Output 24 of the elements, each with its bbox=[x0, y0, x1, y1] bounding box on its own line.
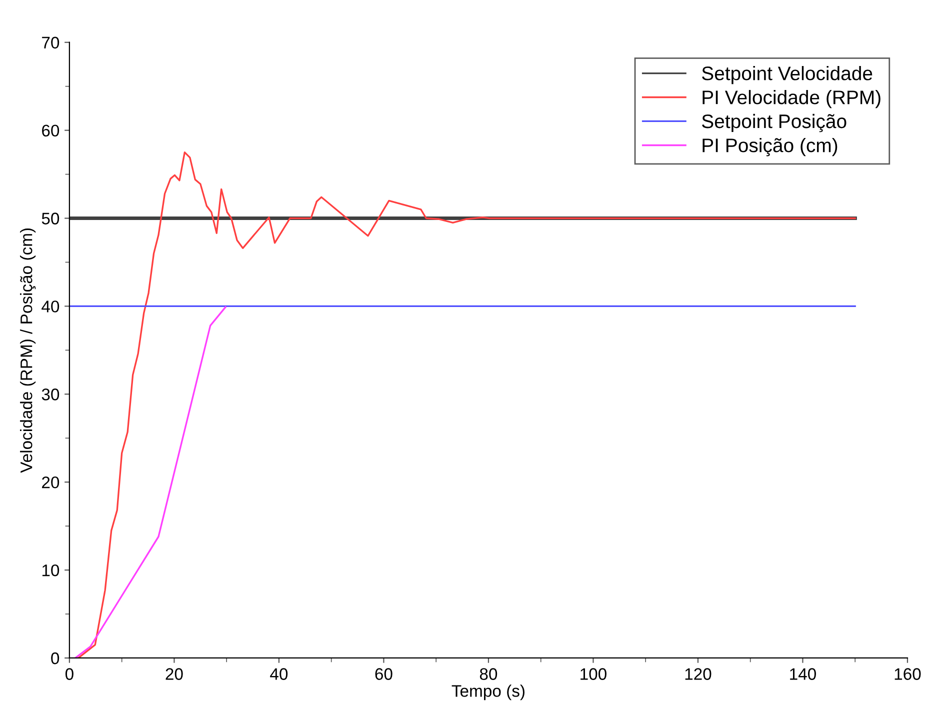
legend-label: Setpoint Velocidade bbox=[702, 66, 872, 84]
legend-label: PI Velocidade (RPM) bbox=[702, 90, 880, 108]
x-tick-label: 60 bbox=[375, 668, 392, 680]
y-tick-label: 30 bbox=[42, 388, 60, 400]
x-tick-label: 80 bbox=[480, 668, 498, 680]
legend-label: Setpoint Posição bbox=[702, 114, 846, 132]
y-axis-title: Velocidade (RPM) / Posição (cm) bbox=[20, 228, 36, 473]
legend-label: PI Posição (cm) bbox=[702, 138, 838, 156]
x-tick-label: 140 bbox=[790, 668, 816, 680]
y-tick-label: 70 bbox=[42, 36, 60, 49]
y-tick-label: 10 bbox=[42, 564, 60, 576]
x-axis-title: Tempo (s) bbox=[452, 684, 524, 700]
x-tick-label: 160 bbox=[894, 668, 921, 680]
y-tick-label: 60 bbox=[42, 124, 60, 137]
x-tick-label: 100 bbox=[580, 668, 606, 680]
line-series bbox=[74, 306, 226, 658]
x-tick-label: 0 bbox=[65, 668, 74, 680]
y-tick-label: 0 bbox=[51, 652, 60, 664]
y-tick-label: 40 bbox=[42, 300, 60, 312]
y-tick-label: 50 bbox=[42, 212, 60, 224]
x-tick-label: 120 bbox=[685, 668, 712, 680]
y-tick-label: 20 bbox=[42, 476, 60, 488]
x-tick-label: 20 bbox=[166, 668, 183, 680]
x-tick-label: 40 bbox=[270, 668, 288, 680]
